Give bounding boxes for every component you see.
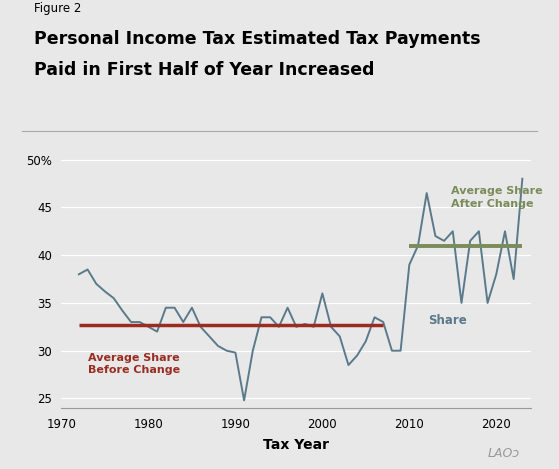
Text: Personal Income Tax Estimated Tax Payments: Personal Income Tax Estimated Tax Paymen… (34, 30, 480, 48)
Text: Average Share
After Change: Average Share After Change (451, 186, 543, 209)
Text: Average Share
Before Change: Average Share Before Change (88, 353, 179, 375)
Text: Share: Share (428, 314, 467, 327)
Text: Figure 2: Figure 2 (34, 2, 81, 15)
X-axis label: Tax Year: Tax Year (263, 438, 329, 452)
Text: LAOɔ: LAOɔ (487, 446, 520, 460)
Text: Paid in First Half of Year Increased: Paid in First Half of Year Increased (34, 61, 374, 79)
